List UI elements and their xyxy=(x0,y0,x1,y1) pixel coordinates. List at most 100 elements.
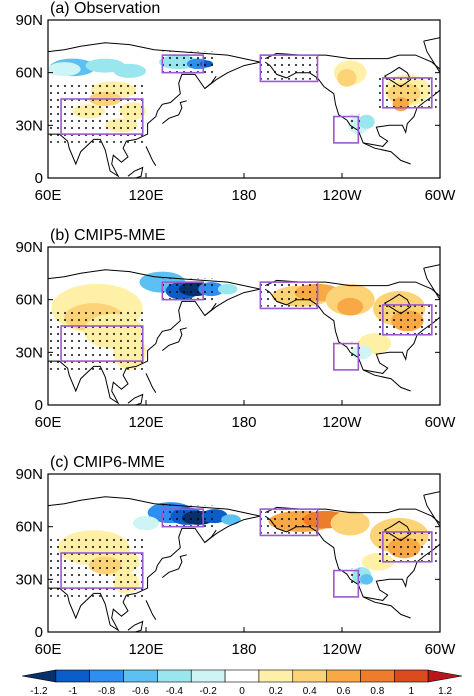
lon-label: 120E xyxy=(128,187,163,204)
region-box xyxy=(333,342,360,371)
lon-label: 60E xyxy=(35,641,62,658)
coastline xyxy=(204,529,217,543)
lon-label: 60W xyxy=(425,641,457,658)
lon-label: 120W xyxy=(322,187,362,204)
coastline xyxy=(384,66,412,88)
significance-stippling xyxy=(350,341,362,360)
colorbar-bin xyxy=(292,669,327,683)
significance-stippling xyxy=(260,55,323,80)
coastline xyxy=(48,42,261,63)
significance-stippling xyxy=(48,81,146,143)
lon-label: 60W xyxy=(425,414,457,431)
coastline xyxy=(204,75,217,89)
region-box xyxy=(60,98,144,135)
colorbar-bin xyxy=(360,669,395,683)
map-panel-b: 90N 60N 30N 0 60E 120E 180 120W 60W (b) CMIP5-MME xyxy=(0,227,474,453)
colorbar-tick-label: 1 xyxy=(408,686,414,696)
significance-stippling xyxy=(350,114,362,133)
lon-label: 180 xyxy=(231,187,256,204)
region-box xyxy=(161,508,204,528)
panel-title: (b) CMIP5-MME xyxy=(50,227,166,244)
colorbar-tick-label: 0.8 xyxy=(370,686,384,696)
colorbar-tick-label: -0.4 xyxy=(166,686,184,696)
lat-label: 30N xyxy=(15,571,43,588)
region-box xyxy=(60,552,144,589)
lat-label: 60N xyxy=(15,292,43,309)
region-box xyxy=(259,54,319,83)
colorbar: -1.2 -1 -0.8 -0.6 -0.4 -0.2 0 0.2 0.4 0.6 0.8 1 1.2 xyxy=(21,669,463,696)
colorbar-tick-label: 0.2 xyxy=(269,686,283,696)
coastline xyxy=(161,327,187,351)
panel-title: (c) CMIP6-MME xyxy=(50,454,165,471)
lon-label: 60W xyxy=(425,187,457,204)
anomaly-shading xyxy=(358,114,375,129)
region-box xyxy=(382,531,433,563)
colorbar-bin xyxy=(258,669,294,683)
lon-label: 120W xyxy=(322,414,362,431)
coastline xyxy=(384,293,412,315)
anomaly-shading xyxy=(132,516,160,531)
anomaly-shading xyxy=(359,574,374,585)
colorbar-bin xyxy=(427,669,463,683)
region-box xyxy=(161,54,204,74)
lon-label: 120E xyxy=(128,414,163,431)
region-box xyxy=(382,304,433,336)
coastline xyxy=(127,393,144,405)
significance-stippling xyxy=(260,282,323,307)
coastline xyxy=(362,369,411,392)
colorbar-tick-label: 0.6 xyxy=(337,686,351,696)
region-box xyxy=(259,281,319,310)
significance-stippling xyxy=(260,509,323,534)
coastline xyxy=(48,515,261,632)
colorbar-bin xyxy=(326,669,361,683)
coastline xyxy=(384,520,412,542)
colorbar-bin xyxy=(224,669,260,683)
anomaly-shading xyxy=(330,510,370,536)
lon-label: 180 xyxy=(231,641,256,658)
anomaly-shading xyxy=(337,297,364,316)
coastline xyxy=(161,100,187,124)
colorbar-bin xyxy=(123,669,158,683)
anomaly-shading xyxy=(217,283,238,295)
colorbar-tick-label: -0.8 xyxy=(98,686,116,696)
coastline xyxy=(423,491,440,528)
lat-label: 60N xyxy=(15,65,43,82)
region-box xyxy=(161,281,204,301)
significance-stippling xyxy=(48,308,146,370)
map-panel-a: 90N 60N 30N 0 60E 120E 180 120W 60W (a) Observati… xyxy=(0,0,474,226)
anomaly-shading xyxy=(221,514,241,525)
colorbar-tick-label: -1 xyxy=(68,686,77,696)
coastline xyxy=(362,142,411,165)
coastline xyxy=(145,146,157,166)
colorbar-bin xyxy=(21,669,57,683)
colorbar-tick-label: 1.2 xyxy=(438,686,452,696)
coastline xyxy=(145,600,157,620)
colorbar-bin xyxy=(190,669,226,683)
coastline xyxy=(48,496,261,517)
map-panel-c: 90N 60N 30N 0 60E 120E 180 120W 60W (c) CMIP6-MME xyxy=(0,454,474,680)
colorbar-tick-label: 0 xyxy=(239,686,245,696)
lon-label: 180 xyxy=(231,414,256,431)
colorbar-bin xyxy=(89,669,124,683)
lat-label: 60N xyxy=(15,519,43,536)
coastline xyxy=(48,61,261,178)
coastline xyxy=(423,37,440,74)
lon-label: 120W xyxy=(322,641,362,658)
lat-label: 30N xyxy=(15,117,43,134)
significance-stippling xyxy=(48,535,146,597)
coastline xyxy=(423,264,440,301)
coastline xyxy=(48,288,261,405)
coastline xyxy=(204,302,217,316)
lat-label: 0 xyxy=(35,624,43,641)
lon-label: 60E xyxy=(35,414,62,431)
coastline xyxy=(145,373,157,393)
coastline xyxy=(362,596,411,619)
region-box xyxy=(333,569,360,598)
colorbar-tick-label: -0.2 xyxy=(200,686,218,696)
lat-label: 90N xyxy=(15,239,43,256)
region-box xyxy=(259,508,319,537)
colorbar-tick-label: 0.4 xyxy=(303,686,317,696)
